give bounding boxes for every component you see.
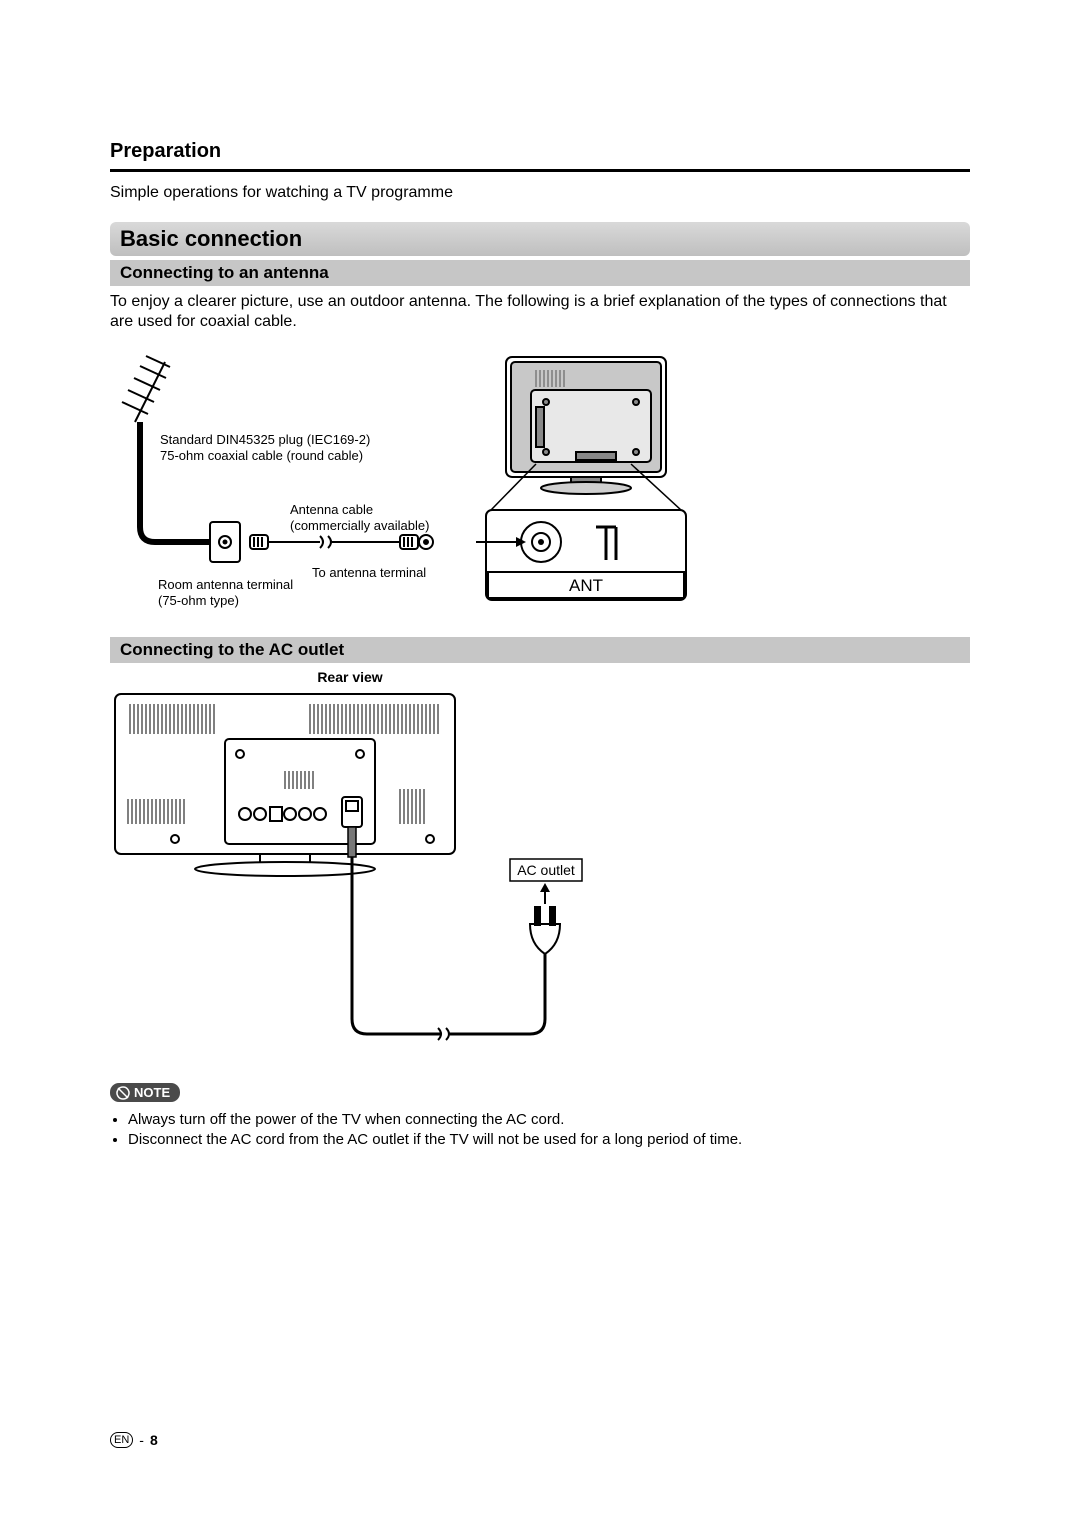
footer-sep: - bbox=[139, 1432, 144, 1448]
label-room-terminal: Room antenna terminal (75-ohm type) bbox=[158, 577, 293, 608]
footer-page-number: 8 bbox=[150, 1432, 158, 1448]
section-basic-connection: Basic connection bbox=[110, 222, 970, 256]
note-item: Always turn off the power of the TV when… bbox=[128, 1110, 970, 1130]
ac-outlet-label: AC outlet bbox=[517, 862, 575, 878]
ac-diagram-wrap: Rear view bbox=[110, 669, 590, 1053]
label-antenna-cable: Antenna cable (commercially available) bbox=[290, 502, 429, 533]
note-badge: NOTE bbox=[110, 1083, 180, 1102]
ant-port-label: ANT bbox=[569, 576, 603, 595]
rear-view-title: Rear view bbox=[110, 669, 590, 685]
note-icon bbox=[116, 1086, 130, 1100]
subsection-ac: Connecting to the AC outlet bbox=[110, 637, 970, 663]
footer-lang: EN bbox=[110, 1432, 133, 1448]
title-divider bbox=[110, 169, 970, 172]
antenna-diagram-right: ANT bbox=[476, 352, 696, 607]
preparation-title: Preparation bbox=[110, 140, 970, 169]
notes-section: NOTE Always turn off the power of the TV… bbox=[110, 1053, 970, 1150]
note-item: Disconnect the AC cord from the AC outle… bbox=[128, 1130, 970, 1150]
antenna-diagram-left: Standard DIN45325 plug (IEC169-2) 75-ohm… bbox=[110, 352, 460, 607]
tv-rear-ant-illustration: ANT bbox=[476, 352, 696, 607]
intro-text: Simple operations for watching a TV prog… bbox=[110, 184, 970, 202]
label-plug-spec: Standard DIN45325 plug (IEC169-2) 75-ohm… bbox=[160, 432, 370, 463]
antenna-diagram-row: Standard DIN45325 plug (IEC169-2) 75-ohm… bbox=[110, 352, 970, 607]
notes-list: Always turn off the power of the TV when… bbox=[110, 1110, 970, 1151]
ac-connection-illustration: AC outlet bbox=[110, 689, 590, 1049]
subsection-antenna: Connecting to an antenna bbox=[110, 260, 970, 286]
antenna-body: To enjoy a clearer picture, use an outdo… bbox=[110, 292, 970, 332]
page-footer: EN - 8 bbox=[110, 1432, 158, 1448]
label-to-terminal: To antenna terminal bbox=[312, 565, 426, 581]
